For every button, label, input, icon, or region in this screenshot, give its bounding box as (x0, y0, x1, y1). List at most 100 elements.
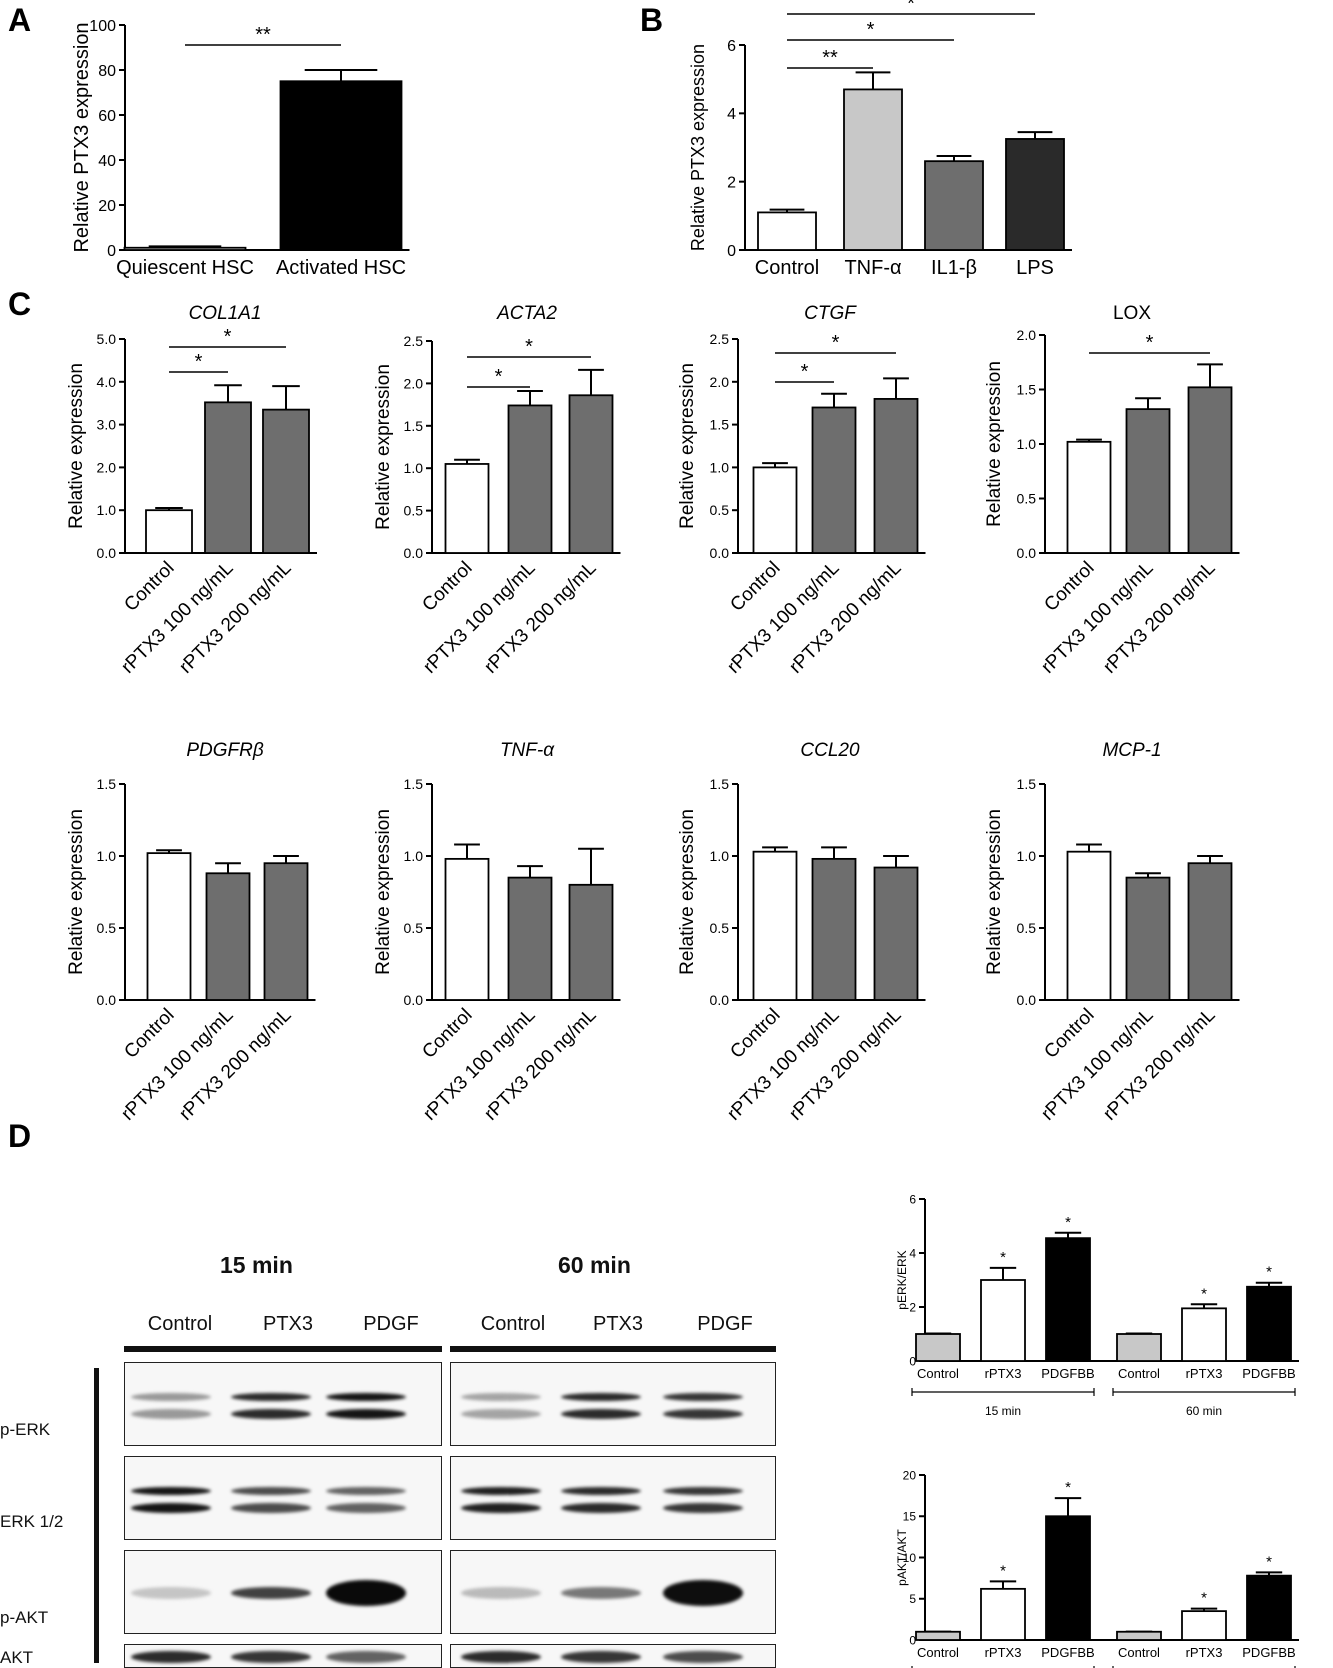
mcp-1-title: MCP-1 (1102, 740, 1161, 761)
ctgf-bar (752, 466, 798, 554)
pdgfrb-y-tick-label: 1.0 (97, 848, 117, 864)
a-significance-label: ** (255, 24, 271, 46)
perk-y-tick-label: 6 (909, 1192, 916, 1206)
tnf-a-y-tick-label: 1.5 (404, 776, 424, 792)
lane-label-ptx3-15: PTX3 (262, 1313, 314, 1335)
blot-band (561, 1503, 641, 1513)
lox-y-tick-label: 1.5 (1017, 382, 1037, 398)
mcp-1-bar (1066, 850, 1112, 1001)
ccl20-bar (811, 857, 857, 1001)
pdgfrb-category-label: Control (120, 1005, 178, 1063)
blot-band (131, 1651, 211, 1663)
acta2-y-label: Relative expression (373, 364, 394, 530)
ctgf-y-tick-label: 1.0 (710, 459, 730, 475)
col1a1-y-tick-label: 1.0 (97, 502, 117, 518)
blot-band (131, 1409, 211, 1419)
b-category-label: IL1-β (931, 257, 977, 279)
pakt-category-label: rPTX3 (1186, 1645, 1223, 1660)
a-category-label: Quiescent HSC (116, 257, 254, 279)
pdgfrb-title: PDGFRβ (186, 740, 264, 761)
perk-y-label: pERK/ERK (895, 1250, 909, 1309)
blot-band (231, 1503, 311, 1513)
pdgfrb-bar (146, 852, 192, 1001)
b-y-label: Relative PTX3 expression (688, 44, 708, 251)
ccl20-category-label: Control (726, 1005, 784, 1063)
b-y-tick-label: 4 (727, 106, 736, 123)
blot-band (461, 1651, 541, 1663)
ctgf-bar (811, 406, 857, 554)
acta2-y-tick-label: 2.5 (404, 333, 424, 349)
blot-band (663, 1409, 743, 1419)
ccl20-bar (752, 850, 798, 1001)
col1a1-significance-label: * (195, 351, 203, 373)
pdgfrb-category-label: rPTX3 200 ng/mL (175, 1005, 295, 1125)
lox-y-label: Relative expression (984, 361, 1005, 527)
lox-title: LOX (1113, 303, 1151, 324)
tnf-a-title: TNF-α (500, 740, 555, 761)
a-bar (279, 80, 403, 251)
acta2-category-label: rPTX3 100 ng/mL (419, 558, 539, 678)
ccl20-category-label: rPTX3 100 ng/mL (723, 1005, 843, 1125)
a-y-tick-label: 20 (98, 198, 116, 215)
lox-significance-label: * (1146, 332, 1154, 354)
ctgf-y-label: Relative expression (677, 363, 698, 529)
blot-time-15: 15 min (220, 1252, 293, 1278)
b-category-label: LPS (1016, 257, 1054, 279)
blot-band (461, 1393, 541, 1401)
blot-row-erk: ERK 1/2 (0, 1512, 64, 1531)
pakt-y-tick-label: 20 (903, 1468, 917, 1482)
blot-time-60: 60 min (558, 1252, 631, 1278)
perk-category-label: rPTX3 (1186, 1366, 1223, 1381)
blot-band (326, 1487, 406, 1495)
mcp-1-category-label: Control (1040, 1005, 1098, 1063)
ccl20-category-label: rPTX3 200 ng/mL (785, 1005, 905, 1125)
mcp-1-y-label: Relative expression (984, 809, 1005, 975)
lox-category-label: rPTX3 100 ng/mL (1037, 558, 1157, 678)
perk-star: * (1201, 1285, 1207, 1302)
panel-letter-d: D (8, 1118, 32, 1154)
blot-band (561, 1409, 641, 1419)
a-y-tick-label: 40 (98, 153, 116, 170)
ccl20-y-label: Relative expression (677, 809, 698, 975)
blot-frame-3-1 (450, 1644, 776, 1668)
pakt-y-tick-label: 10 (903, 1551, 917, 1565)
lox-y-tick-label: 1.0 (1017, 436, 1037, 452)
blot-band (231, 1587, 311, 1599)
tnf-a-bar (568, 883, 614, 1001)
col1a1-y-tick-label: 2.0 (97, 459, 117, 475)
perk-bar (1045, 1237, 1091, 1362)
perk-category-label: Control (1118, 1366, 1160, 1381)
pdgfrb-bar (205, 872, 251, 1001)
col1a1-y-tick-label: 0.0 (97, 545, 117, 561)
pakt-bar (1116, 1630, 1162, 1641)
blot-band (663, 1503, 743, 1513)
blot-row-akt: AKT (0, 1648, 34, 1667)
ctgf-bar (873, 398, 919, 554)
b-y-tick-label: 2 (727, 174, 736, 191)
blot-band (326, 1580, 406, 1606)
pakt-bar (1246, 1574, 1292, 1641)
perk-bar (980, 1279, 1026, 1362)
perk-y-tick-label: 0 (909, 1354, 916, 1368)
mcp-1-bar (1125, 876, 1171, 1001)
pakt-bar (980, 1587, 1026, 1641)
pakt-category-label: PDGFBB (1242, 1645, 1295, 1660)
blot-band (131, 1503, 211, 1513)
tnf-a-category-label: rPTX3 100 ng/mL (419, 1005, 539, 1125)
a-y-label: Relative PTX3 expression (71, 22, 93, 252)
pdgfrb-y-tick-label: 1.5 (97, 776, 117, 792)
pakt-bar (915, 1630, 961, 1641)
acta2-y-tick-label: 1.5 (404, 418, 424, 434)
ctgf-title: CTGF (804, 303, 857, 324)
pakt-bar (1045, 1515, 1091, 1641)
pakt-category-label: Control (917, 1645, 959, 1660)
col1a1-y-label: Relative expression (66, 363, 87, 529)
pakt-bar (1181, 1610, 1227, 1641)
b-bar (757, 211, 817, 251)
b-significance-label: ** (822, 47, 838, 69)
blot-band (131, 1393, 211, 1401)
acta2-category-label: rPTX3 200 ng/mL (480, 558, 600, 678)
b-y-tick-label: 6 (727, 38, 736, 55)
b-bar (843, 88, 903, 251)
ctgf-y-tick-label: 2.0 (710, 374, 730, 390)
